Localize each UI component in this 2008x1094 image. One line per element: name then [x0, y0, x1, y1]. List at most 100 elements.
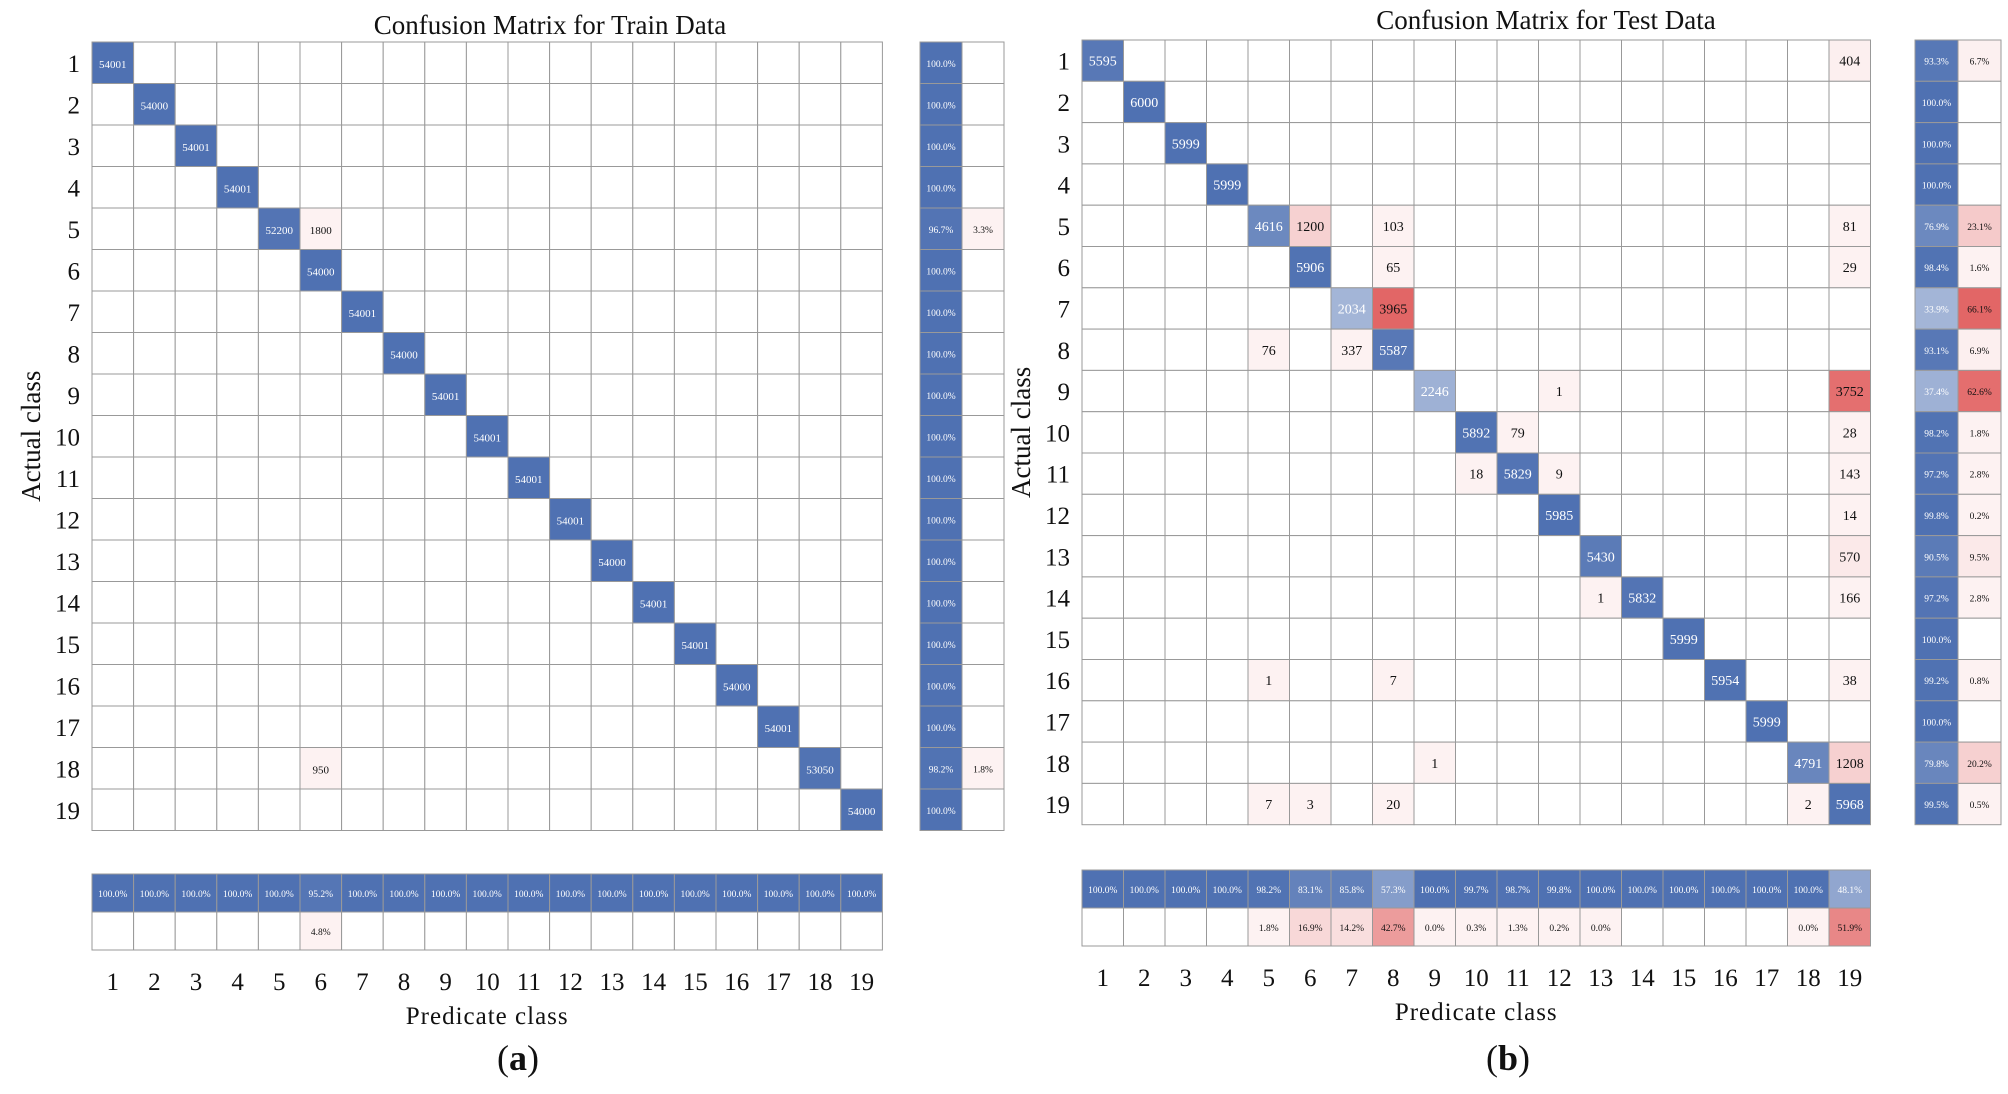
matrix-cell — [1413, 535, 1456, 578]
matrix-cell — [757, 249, 800, 292]
matrix-cell — [757, 290, 800, 333]
matrix-cell — [133, 41, 176, 84]
matrix-cell — [341, 539, 384, 582]
cell-value: 5968 — [1836, 798, 1864, 813]
cell-value: 54001 — [473, 432, 501, 444]
matrix-cell — [424, 290, 467, 333]
col-summary-correct-value: 100.0% — [473, 890, 502, 900]
row-tick-label: 8 — [1058, 338, 1071, 365]
matrix-cell — [1496, 700, 1539, 743]
matrix-cell — [1745, 617, 1788, 661]
matrix-cell — [715, 705, 759, 748]
matrix-cell — [1330, 535, 1373, 578]
matrix-cell — [174, 788, 218, 831]
matrix-cell — [341, 705, 384, 748]
matrix-cell — [632, 539, 675, 582]
matrix-cell — [1621, 452, 1664, 495]
matrix-cell — [424, 498, 467, 541]
matrix-cell — [341, 456, 384, 499]
matrix-cell — [1496, 411, 1539, 454]
col-tick-label: 17 — [766, 969, 791, 996]
matrix-cell — [341, 664, 384, 707]
row-summary-incorrect-cell — [1957, 163, 2002, 206]
matrix-cell — [1787, 163, 1830, 206]
matrix-cell — [133, 249, 176, 292]
matrix-cell — [1247, 741, 1290, 784]
matrix-cell — [590, 83, 634, 126]
matrix-cell — [1745, 246, 1788, 289]
row-summary-correct-cell — [1914, 287, 1959, 330]
matrix-cell — [174, 207, 218, 250]
matrix-cell — [1247, 700, 1290, 743]
matrix-cell — [1164, 741, 1207, 784]
row-summary-correct-cell — [919, 373, 963, 416]
row-summary-incorrect-value: 0.2% — [1970, 512, 1990, 522]
matrix-cell — [465, 332, 509, 375]
cell-value: 4791 — [1794, 757, 1822, 772]
row-summary-incorrect-value: 62.6% — [1967, 388, 1992, 398]
matrix-cell — [1413, 246, 1456, 289]
row-summary-correct-cell — [919, 581, 963, 624]
matrix-cell — [1372, 204, 1415, 247]
cell-value: 5999 — [1753, 715, 1781, 730]
matrix-cell — [1455, 741, 1498, 784]
matrix-cell — [465, 664, 509, 707]
matrix-cell — [632, 83, 675, 126]
matrix-cell — [1206, 617, 1249, 661]
matrix-cell — [1413, 493, 1456, 537]
matrix-cell — [1164, 576, 1207, 619]
matrix-cell — [798, 539, 842, 582]
matrix-cell — [1621, 39, 1664, 82]
matrix-cell — [1289, 452, 1332, 495]
matrix-cell — [1538, 287, 1581, 330]
matrix-cell — [632, 747, 675, 790]
matrix-cell — [1289, 741, 1332, 784]
matrix-cell — [1621, 246, 1664, 289]
matrix-cell — [673, 249, 717, 292]
matrix-cell — [757, 332, 800, 375]
matrix-cell — [1621, 122, 1664, 165]
row-summary-correct-value: 100.0% — [926, 516, 955, 526]
matrix-cell — [1538, 204, 1581, 247]
matrix-cell — [1455, 659, 1498, 702]
matrix-cell — [632, 373, 675, 416]
matrix-cell — [216, 290, 259, 333]
matrix-cell — [1081, 782, 1124, 826]
row-summary-correct-value: 100.0% — [926, 60, 955, 70]
matrix-cell — [549, 415, 592, 458]
matrix-cell — [798, 249, 842, 292]
row-summary-correct-cell — [1914, 576, 1959, 619]
matrix-cell — [1206, 204, 1249, 247]
matrix-cell — [133, 581, 176, 624]
col-summary-correct-cell — [590, 873, 634, 913]
matrix-cell — [507, 415, 551, 458]
matrix-cell — [424, 581, 467, 624]
matrix-cell — [1538, 741, 1581, 784]
matrix-cell — [507, 249, 551, 292]
matrix-cell — [91, 332, 135, 375]
matrix-cell — [299, 747, 343, 790]
matrix-cell — [840, 456, 883, 499]
col-summary-incorrect-cell — [1081, 907, 1124, 947]
matrix-cell — [1247, 39, 1290, 82]
matrix-cell — [1455, 328, 1498, 371]
matrix-cell — [1081, 328, 1124, 371]
col-tick-label: 1 — [107, 969, 120, 996]
matrix-cell — [1455, 80, 1498, 124]
matrix-cell — [1745, 369, 1788, 413]
matrix-cell — [1330, 204, 1373, 247]
row-summary-incorrect-cell — [961, 581, 1005, 624]
matrix-cell — [1787, 493, 1830, 537]
row-summary-incorrect-value: 23.1% — [1967, 223, 1992, 233]
matrix-cell — [1413, 700, 1456, 743]
row-summary-incorrect-cell — [961, 415, 1005, 458]
matrix-cell — [798, 124, 842, 167]
matrix-cell — [424, 41, 467, 84]
cell-value: 5999 — [1172, 137, 1200, 152]
matrix-cell — [1081, 493, 1124, 537]
col-tick-label: 14 — [1630, 965, 1656, 992]
matrix-cell — [1123, 287, 1166, 330]
row-tick-label: 7 — [1058, 296, 1071, 323]
matrix-cell — [673, 332, 717, 375]
